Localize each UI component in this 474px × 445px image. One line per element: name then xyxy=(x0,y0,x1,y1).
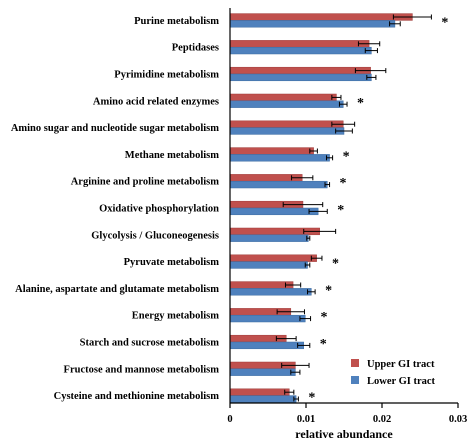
x-tick-label: 0.03 xyxy=(449,414,467,425)
bar-lower-gi xyxy=(229,46,372,55)
bar-lower-gi xyxy=(229,234,309,242)
significance-star: * xyxy=(325,283,332,298)
x-tick-label: 0.01 xyxy=(297,414,315,425)
category-labels: Purine metabolism Peptidases Pyrimidine me… xyxy=(11,16,219,402)
significance-star: * xyxy=(337,203,344,218)
x-axis-ticks: 0 0.01 0.02 0.03 xyxy=(227,403,467,425)
error-bars xyxy=(275,14,432,402)
bar-upper-gi xyxy=(229,13,413,21)
legend: Upper GI tract Lower GI tract xyxy=(351,359,436,387)
legend-swatch-lower xyxy=(351,376,359,384)
significance-star: * xyxy=(320,337,327,352)
category-label: Starch and sucrose metabolism xyxy=(80,338,220,349)
category-label: Energy metabolism xyxy=(132,311,219,322)
bar-upper-gi xyxy=(229,66,371,75)
x-tick-label: 0 xyxy=(227,414,232,425)
bar-lower-gi xyxy=(229,207,319,216)
x-axis-title: relative abundance xyxy=(295,427,393,441)
legend-label-upper: Upper GI tract xyxy=(367,359,435,370)
category-label: Alanine, aspartate and glutamate metabol… xyxy=(15,284,219,295)
category-label: Oxidative phosphorylation xyxy=(99,204,219,215)
bar-upper-gi xyxy=(229,388,290,396)
significance-star: * xyxy=(340,176,347,191)
bar-lower-gi xyxy=(229,288,312,296)
category-label: Cysteine and methionine metabolism xyxy=(54,391,220,402)
significance-star: * xyxy=(357,96,364,111)
bar-lower-gi xyxy=(229,20,396,28)
bar-lower-gi xyxy=(229,100,344,108)
significance-star: * xyxy=(321,310,328,325)
category-label: Arginine and proline metabolism xyxy=(71,177,220,188)
bar-lower-gi xyxy=(229,180,328,189)
bar-upper-gi xyxy=(229,147,314,155)
significance-star: * xyxy=(343,149,350,164)
bar-upper-gi xyxy=(229,281,294,289)
significance-star: * xyxy=(308,391,315,406)
legend-swatch-upper xyxy=(351,359,359,367)
category-label: Fructose and mannose metabolism xyxy=(64,364,220,375)
bar-lower-gi xyxy=(229,314,306,323)
bar-lower-gi xyxy=(229,341,304,350)
category-label: Methane metabolism xyxy=(125,150,219,161)
category-label: Pyrimidine metabolism xyxy=(114,70,219,81)
bar-upper-gi xyxy=(229,93,337,102)
category-label: Amino sugar and nucleotide sugar metabol… xyxy=(11,123,219,134)
category-label: Amino acid related enzymes xyxy=(93,96,219,107)
bar-lower-gi xyxy=(229,261,308,269)
category-label: Glycolysis / Gluconeogenesis xyxy=(91,230,219,241)
category-label: Pyruvate metabolism xyxy=(124,257,220,268)
significance-markers: ********** xyxy=(308,15,448,405)
bar-lower-gi xyxy=(229,73,372,82)
significance-star: * xyxy=(332,257,339,272)
x-tick-label: 0.02 xyxy=(373,414,391,425)
bar-lower-gi xyxy=(229,368,296,376)
bar-lower-gi xyxy=(229,127,345,135)
category-label: Peptidases xyxy=(172,43,219,54)
bar-upper-gi xyxy=(229,120,344,128)
category-label: Purine metabolism xyxy=(134,16,219,27)
bar-upper-gi xyxy=(229,40,370,48)
bar-lower-gi xyxy=(229,395,297,403)
significance-star: * xyxy=(441,15,448,30)
bar-upper-gi xyxy=(229,254,317,262)
bar-lower-gi xyxy=(229,154,330,162)
legend-label-lower: Lower GI tract xyxy=(367,376,436,387)
